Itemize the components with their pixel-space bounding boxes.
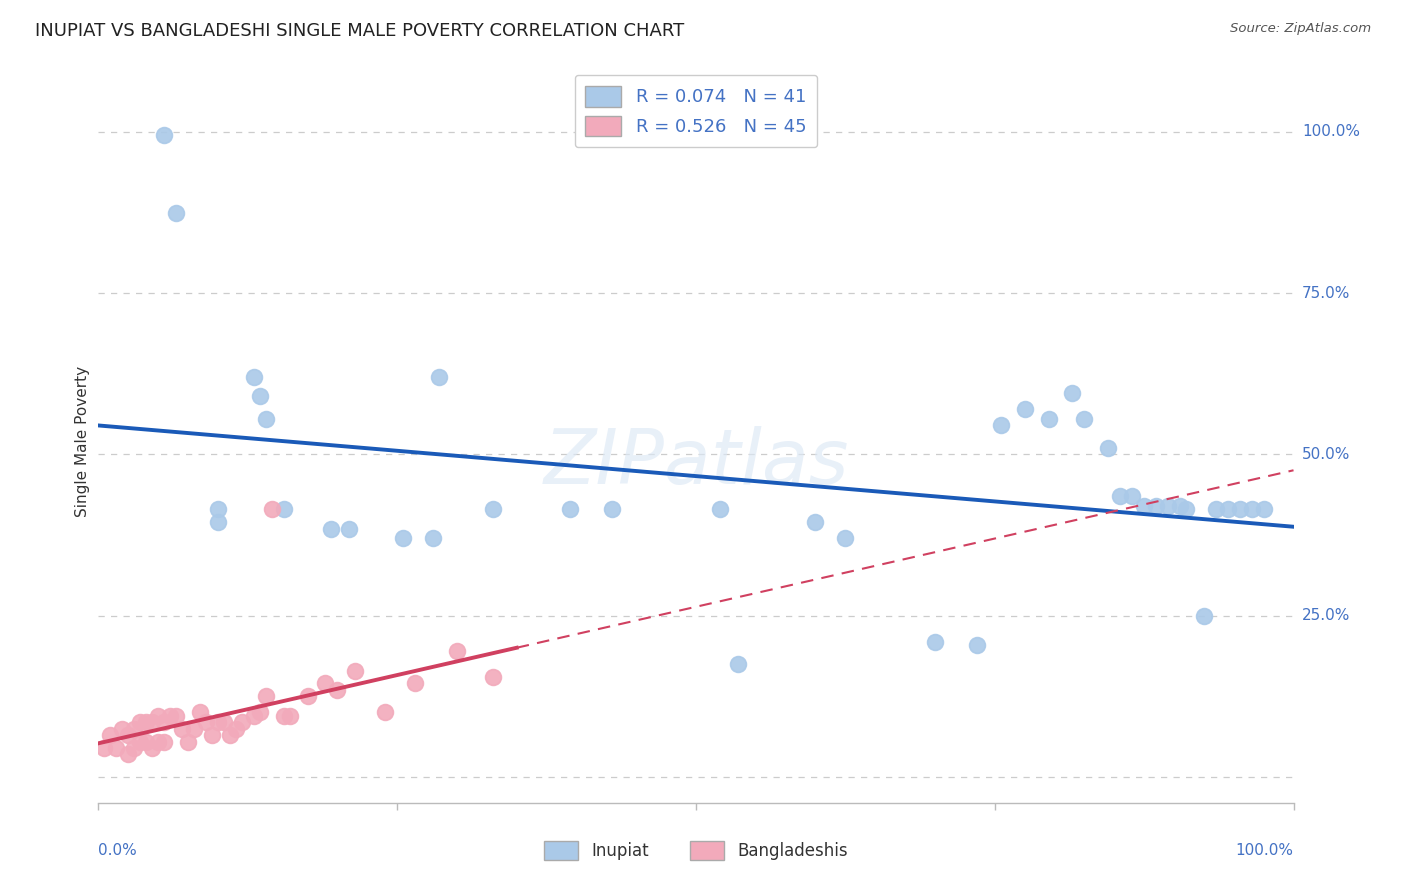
Point [404,676,426,690]
Point [231,715,253,730]
Point [165,205,187,219]
Point [804,515,827,529]
Point [1157,499,1180,513]
Point [243,370,266,384]
Point [124,722,146,736]
Point [966,638,988,652]
Point [481,670,505,684]
Point [135,734,157,748]
Point [1229,502,1251,516]
Point [129,734,152,748]
Point [129,715,152,730]
Text: 25.0%: 25.0% [1302,608,1350,624]
Point [1097,441,1119,455]
Point [153,715,176,730]
Point [1133,499,1156,513]
Point [93,741,115,756]
Text: 50.0%: 50.0% [1302,447,1350,462]
Point [481,502,505,516]
Point [254,690,277,704]
Point [1144,499,1167,513]
Point [249,706,271,720]
Point [1062,386,1084,401]
Text: Source: ZipAtlas.com: Source: ZipAtlas.com [1230,22,1371,36]
Point [374,706,396,720]
Point [212,715,235,730]
Point [297,690,319,704]
Point [1240,502,1263,516]
Point [98,728,122,742]
Point [148,708,170,723]
Point [1109,489,1132,503]
Point [1038,412,1060,426]
Text: ZIPatlas: ZIPatlas [543,426,849,500]
Point [727,657,749,672]
Point [1175,502,1198,516]
Point [141,741,163,756]
Y-axis label: Single Male Poverty: Single Male Poverty [75,366,90,517]
Point [321,522,343,536]
Point [207,515,229,529]
Point [273,708,295,723]
Point [225,722,247,736]
Point [339,522,361,536]
Point [195,715,218,730]
Point [135,715,157,730]
Point [148,734,170,748]
Point [172,722,194,736]
Point [117,728,139,742]
Point [709,502,731,516]
Text: 100.0%: 100.0% [1302,124,1360,139]
Point [219,728,242,742]
Point [188,706,211,720]
Point [1253,502,1275,516]
Point [326,682,349,697]
Text: 0.0%: 0.0% [98,843,138,857]
Point [422,531,444,545]
Point [159,708,181,723]
Point [201,728,224,742]
Point [560,502,582,516]
Point [1205,502,1227,516]
Text: 100.0%: 100.0% [1236,843,1294,857]
Point [1192,608,1215,623]
Point [141,715,163,730]
Point [207,502,229,516]
Point [427,370,450,384]
Point [273,502,295,516]
Point [243,708,266,723]
Point [278,708,301,723]
Point [315,676,337,690]
Point [344,664,367,678]
Point [153,128,176,142]
Point [1073,412,1095,426]
Point [207,715,229,730]
Point [165,708,187,723]
Text: 75.0%: 75.0% [1302,285,1350,301]
Point [153,734,176,748]
Point [105,741,128,756]
Legend: Inupiat, Bangladeshis: Inupiat, Bangladeshis [537,834,855,867]
Point [1216,502,1239,516]
Point [124,741,146,756]
Point [183,722,205,736]
Point [602,502,624,516]
Point [254,412,277,426]
Text: INUPIAT VS BANGLADESHI SINGLE MALE POVERTY CORRELATION CHART: INUPIAT VS BANGLADESHI SINGLE MALE POVER… [35,22,685,40]
Point [1014,402,1036,417]
Point [1121,489,1143,503]
Point [111,722,134,736]
Point [446,644,468,658]
Point [117,747,139,762]
Point [260,502,283,516]
Point [249,389,271,403]
Point [990,418,1012,433]
Point [392,531,415,545]
Point [1168,499,1191,513]
Point [177,734,200,748]
Point [834,531,856,545]
Point [924,634,946,648]
